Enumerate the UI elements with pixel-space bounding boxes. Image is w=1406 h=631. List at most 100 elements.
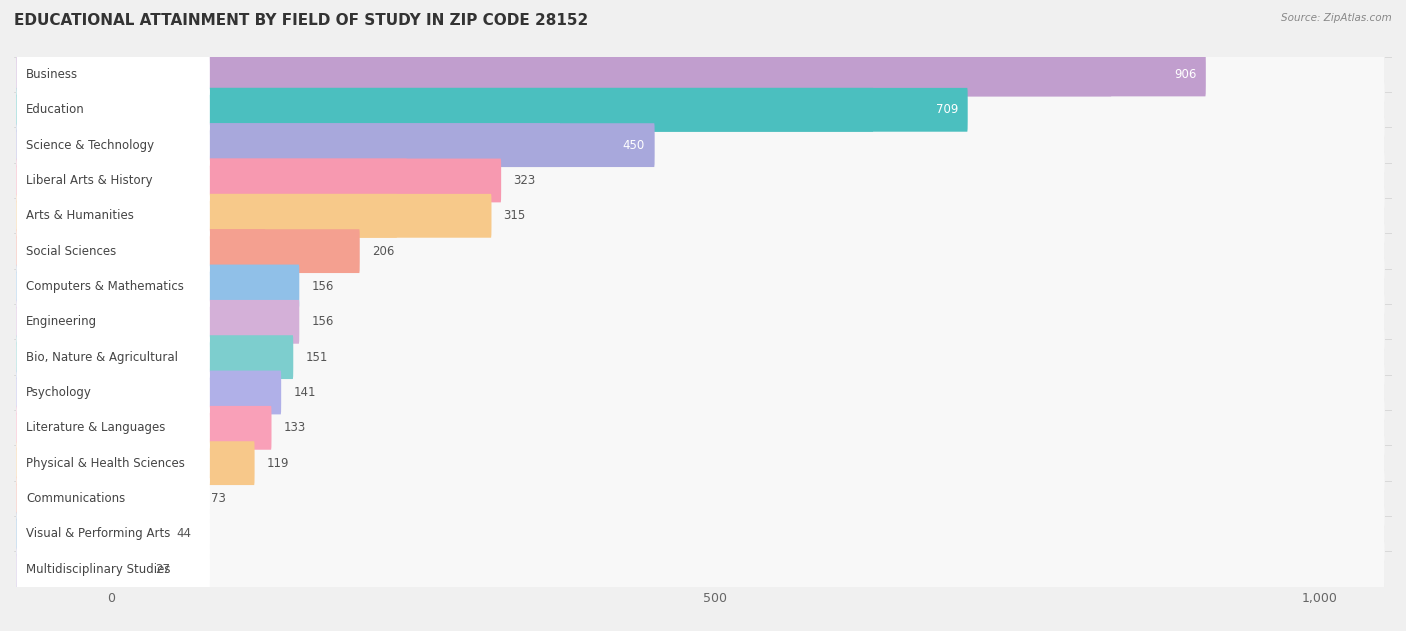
FancyBboxPatch shape: [17, 370, 281, 415]
FancyBboxPatch shape: [17, 328, 1385, 386]
FancyBboxPatch shape: [17, 81, 1385, 139]
Text: Communications: Communications: [27, 492, 125, 505]
FancyBboxPatch shape: [17, 293, 1385, 351]
FancyBboxPatch shape: [17, 478, 209, 519]
FancyBboxPatch shape: [17, 259, 1385, 314]
Text: 709: 709: [935, 103, 957, 116]
FancyBboxPatch shape: [17, 52, 1112, 97]
FancyBboxPatch shape: [17, 294, 1385, 350]
FancyBboxPatch shape: [17, 363, 1385, 422]
FancyBboxPatch shape: [17, 441, 254, 485]
Text: 450: 450: [623, 139, 645, 151]
FancyBboxPatch shape: [17, 257, 1385, 316]
Text: 206: 206: [371, 245, 394, 257]
FancyBboxPatch shape: [17, 548, 209, 590]
FancyBboxPatch shape: [17, 153, 1385, 208]
Text: EDUCATIONAL ATTAINMENT BY FIELD OF STUDY IN ZIP CODE 28152: EDUCATIONAL ATTAINMENT BY FIELD OF STUDY…: [14, 13, 588, 28]
FancyBboxPatch shape: [17, 300, 299, 344]
Text: Visual & Performing Arts: Visual & Performing Arts: [27, 528, 170, 540]
FancyBboxPatch shape: [17, 370, 187, 415]
FancyBboxPatch shape: [17, 195, 209, 237]
FancyBboxPatch shape: [17, 160, 209, 201]
Text: 141: 141: [294, 386, 316, 399]
FancyBboxPatch shape: [17, 230, 209, 272]
Text: 73: 73: [211, 492, 226, 505]
Text: Arts & Humanities: Arts & Humanities: [27, 209, 134, 222]
FancyBboxPatch shape: [17, 365, 1385, 420]
FancyBboxPatch shape: [17, 541, 1385, 597]
Text: Engineering: Engineering: [27, 316, 97, 328]
Text: Literature & Languages: Literature & Languages: [27, 422, 166, 434]
FancyBboxPatch shape: [17, 264, 299, 309]
FancyBboxPatch shape: [17, 335, 294, 379]
Text: 119: 119: [267, 457, 290, 469]
FancyBboxPatch shape: [17, 399, 1385, 457]
Text: 156: 156: [311, 280, 333, 293]
FancyBboxPatch shape: [17, 188, 1385, 244]
FancyBboxPatch shape: [17, 505, 1385, 563]
FancyBboxPatch shape: [17, 89, 209, 131]
FancyBboxPatch shape: [17, 407, 209, 449]
FancyBboxPatch shape: [17, 441, 160, 485]
FancyBboxPatch shape: [17, 124, 209, 166]
Text: 151: 151: [305, 351, 328, 363]
FancyBboxPatch shape: [17, 229, 360, 273]
FancyBboxPatch shape: [17, 406, 177, 450]
Text: Science & Technology: Science & Technology: [27, 139, 155, 151]
FancyBboxPatch shape: [17, 336, 209, 378]
FancyBboxPatch shape: [17, 187, 1385, 245]
FancyBboxPatch shape: [17, 300, 205, 344]
Text: 27: 27: [156, 563, 170, 575]
FancyBboxPatch shape: [17, 329, 1385, 385]
FancyBboxPatch shape: [17, 435, 1385, 491]
FancyBboxPatch shape: [17, 266, 209, 307]
Text: Bio, Nature & Agricultural: Bio, Nature & Agricultural: [27, 351, 179, 363]
FancyBboxPatch shape: [17, 506, 1385, 562]
Text: 44: 44: [176, 528, 191, 540]
FancyBboxPatch shape: [17, 476, 200, 521]
FancyBboxPatch shape: [17, 335, 200, 379]
Text: 906: 906: [1174, 68, 1197, 81]
Text: 323: 323: [513, 174, 536, 187]
FancyBboxPatch shape: [17, 116, 1385, 174]
FancyBboxPatch shape: [17, 512, 70, 556]
FancyBboxPatch shape: [17, 194, 492, 238]
Text: 133: 133: [284, 422, 307, 434]
Text: Liberal Arts & History: Liberal Arts & History: [27, 174, 153, 187]
FancyBboxPatch shape: [17, 513, 209, 555]
FancyBboxPatch shape: [17, 47, 1385, 102]
FancyBboxPatch shape: [17, 194, 398, 238]
FancyBboxPatch shape: [17, 158, 501, 203]
FancyBboxPatch shape: [17, 45, 1385, 103]
FancyBboxPatch shape: [17, 117, 1385, 173]
Text: Physical & Health Sciences: Physical & Health Sciences: [27, 457, 186, 469]
FancyBboxPatch shape: [17, 223, 1385, 279]
Text: 156: 156: [311, 316, 333, 328]
FancyBboxPatch shape: [17, 158, 406, 203]
FancyBboxPatch shape: [17, 222, 1385, 280]
Text: Computers & Mathematics: Computers & Mathematics: [27, 280, 184, 293]
FancyBboxPatch shape: [17, 123, 655, 167]
Text: Multidisciplinary Studies: Multidisciplinary Studies: [27, 563, 170, 575]
FancyBboxPatch shape: [17, 434, 1385, 492]
FancyBboxPatch shape: [17, 406, 271, 450]
Text: Source: ZipAtlas.com: Source: ZipAtlas.com: [1281, 13, 1392, 23]
FancyBboxPatch shape: [17, 229, 266, 273]
Text: Business: Business: [27, 68, 79, 81]
FancyBboxPatch shape: [17, 512, 165, 556]
FancyBboxPatch shape: [17, 372, 209, 413]
Text: 315: 315: [503, 209, 526, 222]
FancyBboxPatch shape: [17, 301, 209, 343]
FancyBboxPatch shape: [17, 400, 1385, 456]
FancyBboxPatch shape: [17, 476, 104, 521]
FancyBboxPatch shape: [17, 82, 1385, 138]
FancyBboxPatch shape: [17, 547, 49, 591]
FancyBboxPatch shape: [17, 52, 1206, 97]
FancyBboxPatch shape: [17, 88, 967, 132]
Text: Education: Education: [27, 103, 84, 116]
FancyBboxPatch shape: [17, 54, 209, 95]
Text: Psychology: Psychology: [27, 386, 91, 399]
Text: Social Sciences: Social Sciences: [27, 245, 117, 257]
FancyBboxPatch shape: [17, 547, 143, 591]
FancyBboxPatch shape: [17, 471, 1385, 526]
